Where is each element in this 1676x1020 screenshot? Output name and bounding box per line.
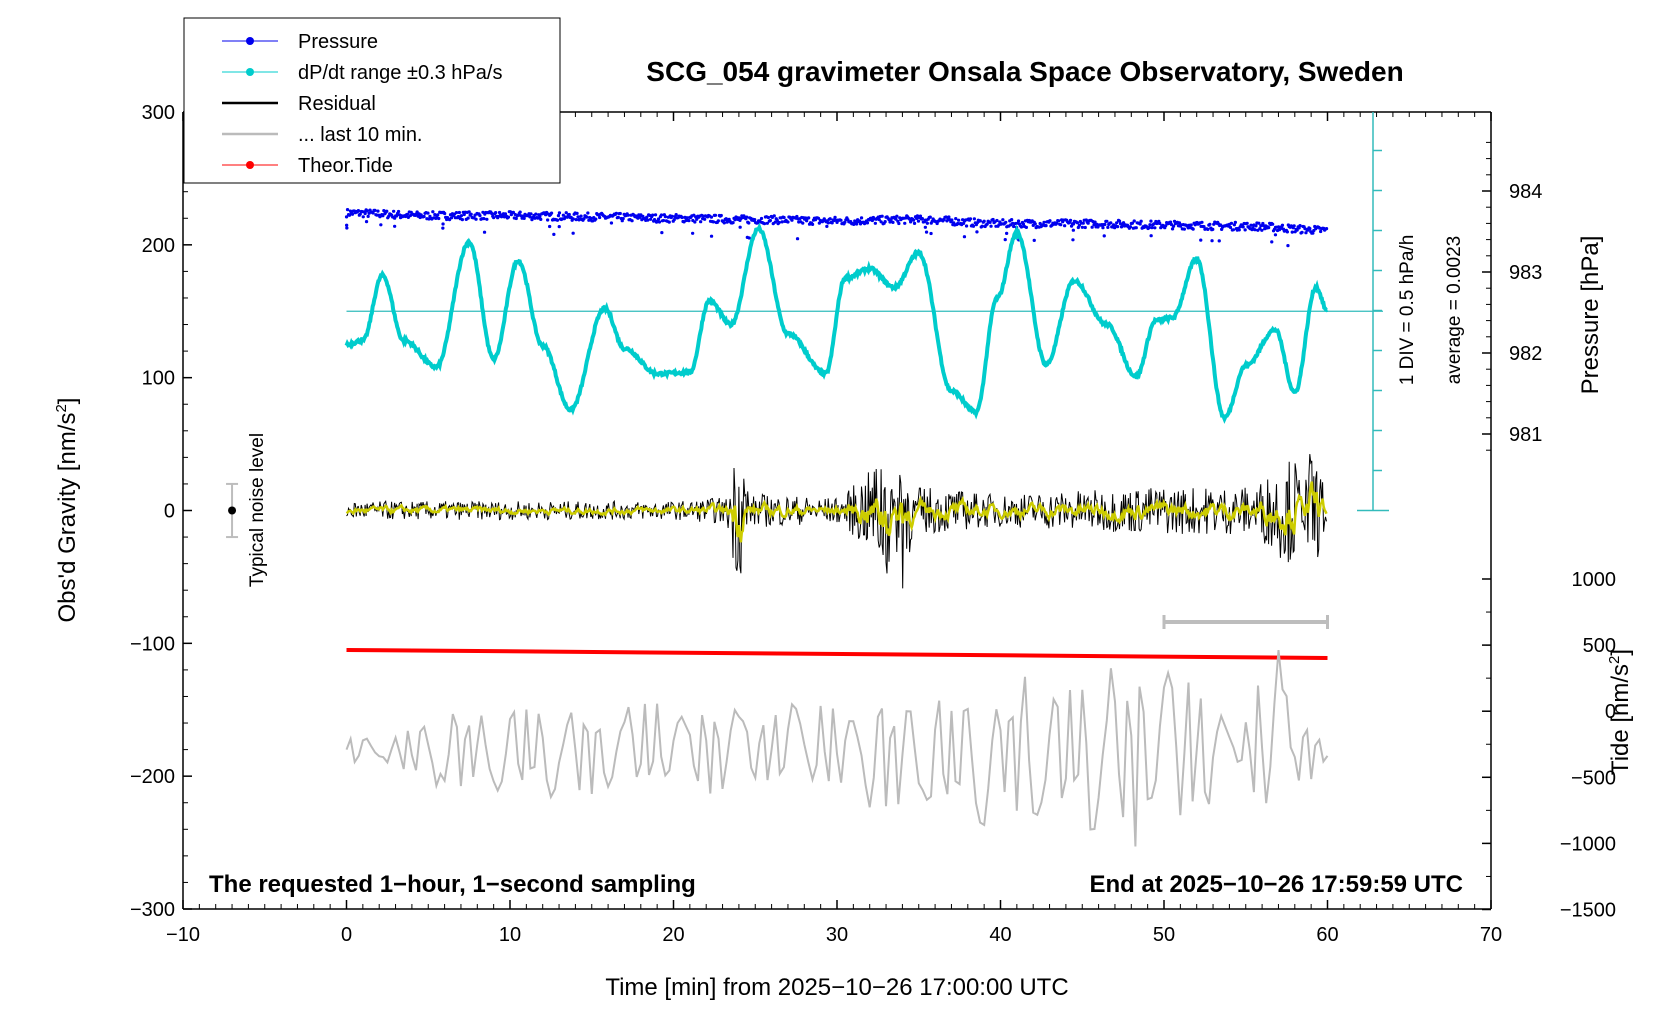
x-axis-label: Time [min] from 2025−10−26 17:00:00 UTC	[605, 974, 1068, 1001]
pressure-axis-label: Pressure [hPa]	[1577, 236, 1604, 395]
pressure-tick-label: 983	[1509, 262, 1542, 284]
pressure-tick-label: 981	[1509, 424, 1542, 446]
minor-ticks	[183, 112, 1476, 909]
x-tick-label: −10	[166, 924, 200, 946]
residual-series	[346, 454, 1327, 589]
x-tick-label: 60	[1316, 924, 1338, 946]
x-tick-label: 10	[499, 924, 521, 946]
tide-tick-label: −500	[1571, 767, 1616, 789]
pressure-tick-label: 982	[1509, 343, 1542, 365]
tide-tick-label: 500	[1583, 635, 1616, 657]
y-tick-label: 0	[164, 501, 175, 523]
end-time-note: End at 2025−10−26 17:59:59 UTC	[1089, 871, 1463, 898]
noise-level-label: Typical noise level	[247, 433, 268, 587]
average-label: average = 0.0023	[1444, 236, 1465, 384]
legend-label: Residual	[298, 93, 376, 115]
x-tick-label: 30	[826, 924, 848, 946]
y-tick-label: −300	[130, 899, 175, 921]
y-axis-label: Obs'd Gravity [nm/s2]	[53, 398, 81, 623]
x-axis-ticks: −10 0 10 20 30 40 50 60 70	[166, 112, 1502, 946]
y-tick-label: −200	[130, 766, 175, 788]
tide-tick-label: −1500	[1560, 900, 1616, 922]
x-tick-label: 70	[1480, 924, 1502, 946]
pressure-tick-label: 984	[1509, 181, 1542, 203]
tide-tick-label: 0	[1605, 701, 1616, 723]
last-10-min-bar	[1162, 615, 1329, 629]
chart-title: SCG_054 gravimeter Onsala Space Observat…	[646, 56, 1403, 87]
legend-label: ... last 10 min.	[298, 124, 423, 146]
legend-marker	[246, 68, 254, 76]
noise-level-bar	[226, 482, 239, 539]
theoretical-tide-series	[346, 647, 1328, 660]
x-tick-label: 0	[341, 924, 352, 946]
pressure-series	[344, 208, 1329, 248]
div-scale-label: 1 DIV = 0.5 hPa/h	[1397, 235, 1418, 386]
legend-marker	[246, 37, 254, 45]
y-tick-label: 100	[142, 368, 175, 390]
x-tick-label: 40	[989, 924, 1011, 946]
legend-label: Theor.Tide	[298, 155, 393, 177]
tide-axis-label: Tide [nm/s2]	[1606, 649, 1634, 775]
last-10-min-series	[345, 649, 1329, 847]
dpdt-series	[344, 222, 1328, 424]
y-tick-label: 300	[142, 102, 175, 124]
pressure-axis-ticks: 984 983 982 981	[1482, 141, 1542, 451]
y-tick-label: −100	[130, 633, 175, 655]
x-tick-label: 50	[1153, 924, 1175, 946]
legend: Pressure dP/dt range ±0.3 hPa/s Residual..…	[183, 17, 561, 184]
y-tick-label: 200	[142, 235, 175, 257]
tide-tick-label: 1000	[1572, 569, 1617, 591]
pressure-points	[344, 208, 1329, 248]
legend-box	[183, 17, 561, 184]
legend-label: Pressure	[298, 31, 378, 53]
residual-smoothed-series	[345, 481, 1328, 543]
legend-marker	[246, 161, 254, 169]
x-tick-label: 20	[662, 924, 684, 946]
sampling-note: The requested 1−hour, 1−second sampling	[209, 871, 696, 898]
tide-tick-label: −1000	[1560, 833, 1616, 855]
tide-axis-ticks: 1000 500 0 −500 −1000 −1500	[1482, 569, 1616, 922]
noise-bar-dot	[228, 506, 237, 515]
legend-label: dP/dt range ±0.3 hPa/s	[298, 62, 502, 84]
